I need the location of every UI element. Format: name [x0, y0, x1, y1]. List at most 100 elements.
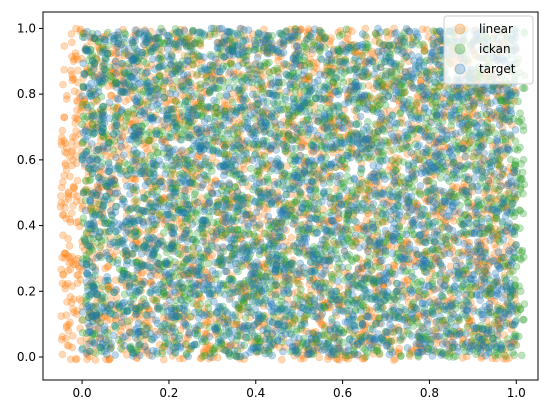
- point-linear: [420, 267, 429, 275]
- point-linear: [252, 348, 261, 357]
- point-linear: [103, 263, 112, 271]
- point-linear: [376, 118, 384, 126]
- point-linear: [168, 246, 177, 255]
- point-linear: [218, 30, 227, 38]
- point-linear: [375, 319, 384, 328]
- point-linear: [373, 129, 382, 138]
- point-linear: [187, 263, 195, 272]
- point-linear: [158, 54, 167, 63]
- point-linear: [246, 231, 254, 239]
- point-linear: [395, 344, 404, 353]
- point-linear: [74, 66, 82, 75]
- point-linear: [141, 342, 150, 351]
- point-linear: [98, 296, 107, 304]
- point-linear: [336, 223, 345, 231]
- point-linear: [321, 33, 330, 41]
- point-ickan: [419, 40, 427, 49]
- point-linear: [400, 281, 408, 290]
- point-linear: [142, 144, 150, 152]
- point-linear: [351, 128, 360, 137]
- point-linear: [245, 70, 253, 79]
- point-linear: [104, 262, 113, 271]
- point-linear: [389, 235, 398, 243]
- point-linear: [316, 285, 324, 294]
- point-linear: [509, 222, 517, 231]
- point-ickan: [511, 145, 520, 153]
- point-linear: [367, 313, 376, 321]
- point-linear: [78, 302, 87, 311]
- point-linear: [171, 97, 180, 105]
- point-linear: [407, 346, 416, 354]
- point-linear: [185, 93, 193, 101]
- point-linear: [59, 80, 67, 89]
- point-linear: [415, 98, 424, 107]
- point-linear: [58, 332, 67, 341]
- point-linear: [348, 149, 356, 158]
- point-ickan: [142, 59, 150, 68]
- point-ickan: [216, 92, 224, 100]
- point-linear: [319, 241, 328, 250]
- point-linear: [67, 30, 76, 38]
- point-linear: [203, 71, 212, 80]
- point-linear: [187, 83, 196, 92]
- point-linear: [377, 290, 385, 299]
- point-linear: [71, 133, 79, 142]
- point-linear: [247, 284, 255, 292]
- point-linear: [163, 291, 172, 299]
- point-linear: [134, 58, 143, 67]
- point-linear: [376, 238, 385, 247]
- point-linear: [292, 82, 301, 90]
- point-linear: [91, 356, 100, 364]
- point-linear: [58, 350, 67, 359]
- point-linear: [407, 120, 416, 129]
- point-linear: [159, 273, 167, 282]
- point-linear: [274, 192, 283, 200]
- point-linear: [135, 63, 143, 71]
- point-linear: [171, 312, 179, 321]
- point-linear: [362, 194, 371, 203]
- point-linear: [187, 182, 196, 191]
- point-linear: [191, 39, 199, 48]
- point-linear: [60, 42, 69, 50]
- point-linear: [65, 341, 73, 350]
- point-linear: [95, 46, 104, 55]
- point-linear: [110, 176, 119, 184]
- point-linear: [126, 328, 135, 336]
- point-ickan: [511, 137, 520, 146]
- point-linear: [81, 122, 89, 131]
- point-linear: [329, 148, 338, 157]
- point-linear: [172, 113, 180, 122]
- point-linear: [69, 57, 78, 66]
- point-linear: [277, 355, 286, 364]
- point-linear: [418, 238, 427, 246]
- point-linear: [196, 96, 205, 105]
- point-linear: [62, 165, 71, 174]
- point-linear: [115, 192, 124, 201]
- point-linear: [316, 318, 325, 326]
- point-linear: [361, 48, 370, 56]
- point-linear: [69, 332, 77, 340]
- point-linear: [73, 176, 82, 185]
- point-linear: [255, 66, 264, 75]
- point-linear: [279, 39, 287, 48]
- point-linear: [187, 269, 196, 278]
- point-linear: [68, 38, 76, 47]
- point-linear: [183, 269, 191, 278]
- point-linear: [273, 128, 282, 137]
- point-linear: [205, 354, 213, 363]
- point-linear: [287, 233, 296, 242]
- point-linear: [172, 181, 181, 189]
- point-linear: [180, 311, 188, 319]
- point-linear: [229, 283, 238, 291]
- point-linear: [471, 109, 480, 117]
- point-linear: [58, 211, 67, 219]
- point-linear: [418, 25, 427, 34]
- point-linear: [434, 83, 443, 91]
- point-linear: [501, 93, 510, 101]
- point-linear: [69, 295, 78, 304]
- point-linear: [107, 200, 115, 208]
- point-linear: [353, 269, 362, 277]
- point-linear: [413, 201, 422, 210]
- point-linear: [267, 235, 276, 243]
